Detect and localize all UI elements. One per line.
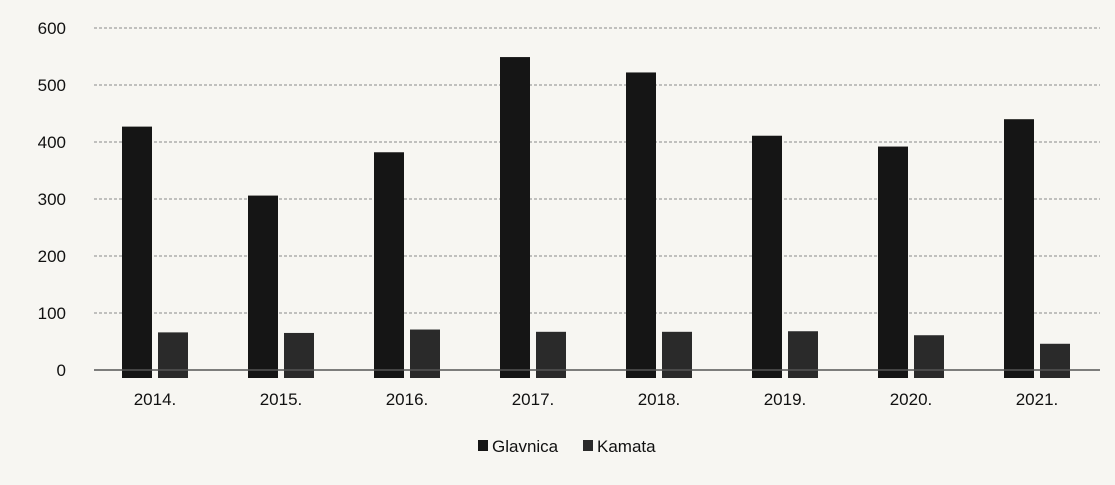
bar-kamata-2015: [284, 332, 314, 378]
y-tick-label: 600: [38, 19, 66, 38]
legend: Glavnica Kamata: [478, 437, 656, 456]
x-tick-label: 2019.: [764, 390, 807, 409]
bar-glavnica-2014: [122, 126, 152, 378]
legend-swatch-glavnica: [478, 440, 488, 451]
y-tick-label: 300: [38, 190, 66, 209]
bar-kamata-2021: [1040, 343, 1070, 378]
x-tick-label: 2017.: [512, 390, 555, 409]
x-tick-label: 2021.: [1016, 390, 1059, 409]
bar-glavnica-2017: [500, 57, 530, 378]
bar-glavnica-2020: [878, 146, 908, 378]
bar-glavnica-2019: [752, 135, 782, 378]
bar-kamata-2019: [788, 331, 818, 378]
x-tick-label: 2020.: [890, 390, 933, 409]
y-tick-label: 500: [38, 76, 66, 95]
bars: [122, 57, 1070, 379]
legend-label-glavnica: Glavnica: [492, 437, 559, 456]
bar-kamata-2014: [158, 332, 188, 378]
bar-kamata-2020: [914, 335, 944, 378]
bar-glavnica-2015: [248, 195, 278, 378]
y-tick-label: 0: [57, 361, 66, 380]
bar-kamata-2017: [536, 331, 566, 378]
y-tick-label: 400: [38, 133, 66, 152]
legend-label-kamata: Kamata: [597, 437, 656, 456]
axes: 0 100 200 300 400 500 600 2014. 2015. 2016. 2017. 2…: [38, 19, 1100, 409]
bar-glavnica-2016: [374, 152, 404, 378]
gridlines: [94, 27, 1100, 314]
legend-swatch-kamata: [583, 440, 593, 451]
bar-glavnica-2021: [1004, 119, 1034, 378]
x-tick-label: 2014.: [134, 390, 177, 409]
y-tick-label: 100: [38, 304, 66, 323]
bar-glavnica-2018: [626, 72, 656, 379]
x-tick-label: 2015.: [260, 390, 303, 409]
bar-kamata-2018: [662, 331, 692, 378]
x-tick-label: 2018.: [638, 390, 681, 409]
y-tick-label: 200: [38, 247, 66, 266]
x-tick-label: 2016.: [386, 390, 429, 409]
